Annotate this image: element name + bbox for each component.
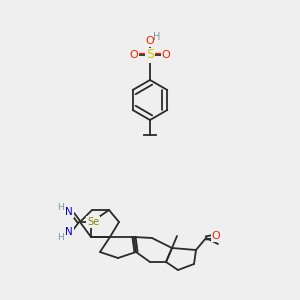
Text: H: H — [153, 32, 161, 42]
Text: H: H — [58, 232, 64, 242]
Text: N: N — [65, 207, 73, 217]
Text: Se: Se — [87, 217, 99, 227]
Text: O: O — [162, 50, 170, 60]
Text: N: N — [65, 227, 73, 237]
Text: O: O — [212, 231, 220, 241]
Text: O: O — [146, 36, 154, 46]
Text: H: H — [58, 202, 64, 211]
Text: S: S — [146, 49, 154, 62]
Text: O: O — [130, 50, 138, 60]
